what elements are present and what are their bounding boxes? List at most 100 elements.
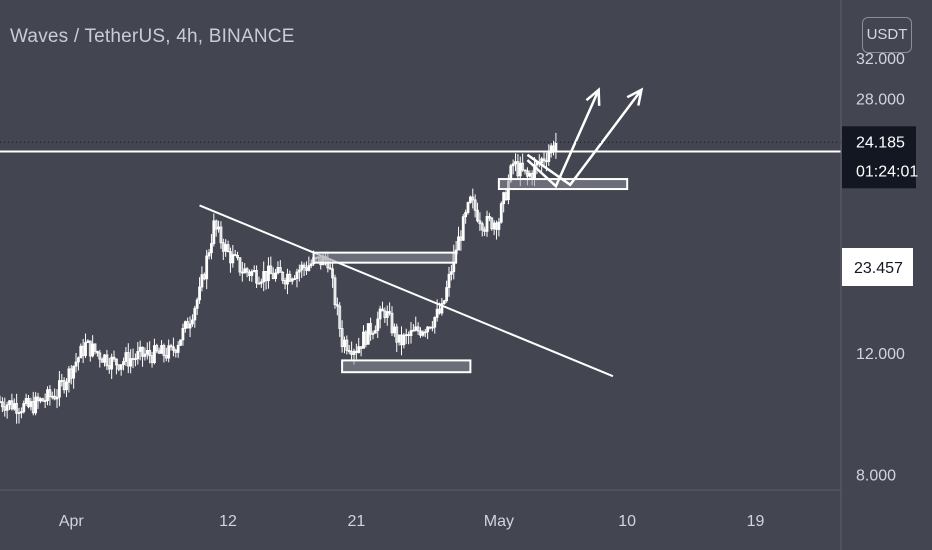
candle-body: [464, 212, 468, 218]
candle-body: [480, 223, 484, 231]
candle-body: [191, 319, 194, 325]
candle-body: [307, 265, 311, 271]
candle-body: [457, 236, 460, 251]
candle-body: [129, 358, 133, 367]
candle-body: [17, 412, 21, 414]
candle-body: [210, 243, 213, 254]
candle-body: [162, 345, 166, 356]
zone-rectangle: [312, 251, 458, 264]
candle-body: [245, 268, 249, 273]
candle-body: [91, 343, 95, 357]
candle-body: [12, 403, 16, 410]
candle-body: [547, 152, 551, 162]
zone-rectangle: [341, 359, 472, 374]
candle-body: [286, 273, 289, 285]
arrow-head: [626, 87, 644, 106]
price-tick-label: 8.000: [856, 468, 896, 485]
candle-body: [224, 244, 228, 252]
candle-body: [345, 339, 349, 351]
candle-body: [352, 350, 356, 355]
candle-body: [193, 307, 197, 321]
candle-body: [24, 398, 28, 404]
trendline: [199, 204, 614, 378]
candle-body: [497, 221, 501, 230]
candle-body: [65, 381, 68, 391]
candle-body: [295, 271, 299, 279]
candle-body: [378, 308, 382, 320]
candle-body: [5, 404, 9, 411]
candle-body: [440, 303, 444, 314]
candle-body: [214, 220, 218, 230]
candle-body: [176, 344, 180, 353]
candle-body: [181, 328, 185, 341]
candle-body: [205, 255, 209, 280]
candle-body: [468, 196, 472, 203]
candle-body: [259, 281, 263, 284]
candle-body: [392, 326, 396, 334]
time-tick-label: Apr: [59, 513, 85, 530]
candle-body: [369, 323, 373, 335]
candle-body: [423, 331, 427, 334]
candle-body: [430, 326, 434, 329]
candle-body: [217, 226, 220, 230]
candle-body: [343, 339, 346, 347]
candle-body: [371, 332, 375, 335]
candle-body: [148, 350, 152, 357]
candle-body: [409, 330, 413, 336]
candle-body: [338, 305, 342, 329]
candle-body: [333, 277, 337, 306]
candle-body: [34, 396, 38, 414]
candle-body: [514, 161, 517, 165]
candle-body: [48, 389, 52, 398]
level-price-badge: [842, 248, 913, 286]
price-tick-label: 12.000: [856, 346, 905, 363]
candle-body: [153, 345, 156, 364]
candle-body: [376, 318, 380, 332]
candle-body: [492, 222, 496, 230]
candle-body: [293, 278, 296, 280]
candle-body: [226, 244, 230, 252]
candles-layer: [0, 132, 558, 424]
candle-body: [518, 162, 522, 177]
candle-body: [236, 254, 239, 259]
time-tick-label: 12: [219, 513, 237, 530]
candle-body: [473, 199, 477, 211]
candle-body: [300, 264, 304, 271]
candle-body: [0, 401, 4, 408]
candle-body: [262, 271, 266, 283]
candle-body: [445, 287, 449, 302]
candle-body: [115, 358, 118, 366]
candle-body: [8, 400, 11, 406]
candle-body: [397, 334, 401, 343]
price-markers: 24.185 01:24:01 23.457: [842, 126, 918, 286]
candle-body: [421, 331, 425, 336]
candle-body: [93, 343, 97, 352]
candle-body: [404, 334, 408, 337]
candle-body: [290, 278, 294, 282]
candle-body: [502, 192, 506, 205]
projection-arrow: [526, 89, 600, 189]
candle-body: [238, 257, 242, 273]
candle-body: [257, 282, 261, 285]
candle-body: [160, 345, 163, 354]
candle-body: [84, 342, 87, 357]
price-tick-label: 32.000: [856, 51, 905, 68]
candle-body: [29, 401, 33, 408]
candle-body: [390, 312, 394, 334]
candle-body: [15, 403, 19, 414]
candle-body: [219, 226, 223, 244]
candle-body: [67, 368, 71, 383]
candle-body: [357, 346, 361, 353]
currency-button[interactable]: USDT: [862, 17, 912, 53]
candle-body: [542, 158, 546, 162]
candle-body: [331, 268, 334, 279]
candle-body: [449, 271, 453, 275]
candle-body: [250, 271, 254, 276]
candle-body: [103, 354, 106, 363]
candle-body: [485, 216, 489, 232]
last-price-label: 24.185: [856, 134, 905, 151]
candle-body: [471, 196, 475, 201]
candle-body: [466, 202, 470, 213]
time-tick-label: 21: [347, 513, 365, 530]
